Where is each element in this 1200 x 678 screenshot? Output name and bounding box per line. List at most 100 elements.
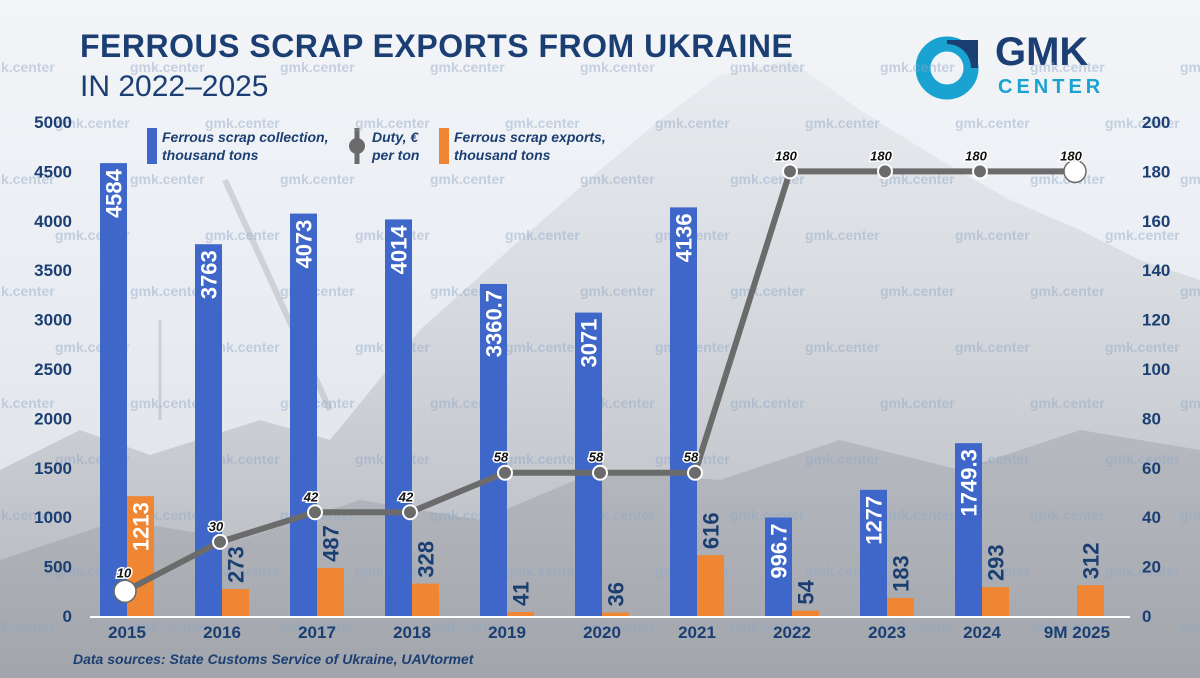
watermark-text: gmk.center xyxy=(955,115,1030,131)
duty-data-label: 10 xyxy=(117,565,132,580)
duty-data-label: 42 xyxy=(398,489,414,504)
duty-point xyxy=(592,464,608,481)
watermark-text: gmk.center xyxy=(1030,283,1105,299)
duty-data-label: 180 xyxy=(965,148,987,163)
collection-data-label: 4136 xyxy=(672,213,697,262)
watermark-text: gmk.center xyxy=(880,59,955,75)
watermark-text: gmk.center xyxy=(1180,283,1200,299)
exports-bar xyxy=(982,587,1009,616)
watermark-text: gmk.center xyxy=(0,59,55,75)
exports-data-label: 54 xyxy=(794,579,819,604)
watermark-text: gmk.center xyxy=(130,59,205,75)
watermark-text: gmk.center xyxy=(0,507,55,523)
watermark-text: gmk.center xyxy=(205,115,280,131)
collection-data-label: 1277 xyxy=(862,496,887,545)
exports-data-label: 36 xyxy=(604,582,629,606)
watermark-text: gmk.center xyxy=(580,171,655,187)
x-tick-label: 2024 xyxy=(963,623,1001,642)
logo-sub: CENTER xyxy=(998,76,1105,98)
x-tick-label: 2016 xyxy=(203,623,241,642)
collection-bar xyxy=(860,489,887,616)
collection-data-label: 1749.3 xyxy=(957,449,982,516)
collection-data-label: 3360.7 xyxy=(482,290,507,357)
collection-data-label: 3763 xyxy=(197,250,222,299)
x-tick-label: 9M 2025 xyxy=(1044,623,1110,642)
exports-data-label: 41 xyxy=(509,581,534,605)
watermark-text: gmk.center xyxy=(880,395,955,411)
watermark-text: gmk.center xyxy=(130,171,205,187)
collection-data-label: 4014 xyxy=(387,225,412,275)
watermark-text: gmk.center xyxy=(505,563,580,579)
watermark-text: gmk.center xyxy=(0,283,55,299)
duty-point xyxy=(113,579,137,604)
y-left-tick-label: 3500 xyxy=(34,261,72,280)
watermark-text: gmk.center xyxy=(205,227,280,243)
collection-bar xyxy=(575,312,602,616)
x-tick-label: 2018 xyxy=(393,623,431,642)
exports-data-label: 273 xyxy=(224,546,249,583)
watermark-text: gmk.center xyxy=(730,619,805,635)
duty-point xyxy=(687,464,703,481)
duty-point xyxy=(497,464,513,481)
exports-bar xyxy=(602,612,629,616)
watermark-text: gmk.center xyxy=(805,227,880,243)
collection-bar xyxy=(480,283,507,616)
watermark-text: gmk.center xyxy=(1030,619,1105,635)
watermark-text: gmk.center xyxy=(880,507,955,523)
collection-data-label: 4073 xyxy=(292,220,317,269)
exports-bar xyxy=(1077,585,1104,616)
y-right-tick-label: 180 xyxy=(1142,162,1170,181)
y-right-tick-label: 40 xyxy=(1142,508,1161,527)
y-right-tick-label: 120 xyxy=(1142,311,1170,330)
watermark-text: gmk.center xyxy=(0,619,55,635)
watermark-text: gmk.center xyxy=(1030,395,1105,411)
collection-bar xyxy=(955,443,982,616)
collection-bar xyxy=(100,163,127,616)
exports-bar xyxy=(222,589,249,616)
duty-point xyxy=(1063,159,1087,184)
watermark-text: gmk.center xyxy=(730,283,805,299)
collection-bar xyxy=(765,517,792,616)
legend-swatch-collection xyxy=(147,128,157,164)
watermark-text: gmk.center xyxy=(0,171,55,187)
watermark-text: gmk.center xyxy=(1180,507,1200,523)
y-right-tick-label: 140 xyxy=(1142,261,1170,280)
legend-label-duty: Duty, € per ton xyxy=(372,129,420,163)
watermark-text: gmk.center xyxy=(0,395,55,411)
exports-data-label: 616 xyxy=(699,512,724,549)
legend-label-collection: Ferrous scrap collection, thousand tons xyxy=(162,129,329,163)
collection-bar xyxy=(290,213,317,617)
exports-bar xyxy=(792,610,819,616)
watermark-text: gmk.center xyxy=(130,395,205,411)
watermark-text: gmk.center xyxy=(805,115,880,131)
watermark-text: gmk.center xyxy=(1180,395,1200,411)
watermark-text: gmk.center xyxy=(55,115,130,131)
watermark-text: gmk.center xyxy=(730,59,805,75)
watermark-text: gmk.center xyxy=(955,227,1030,243)
y-right-tick-label: 160 xyxy=(1142,212,1170,231)
x-tick-label: 2019 xyxy=(488,623,526,642)
duty-point xyxy=(402,504,418,521)
watermark-text: gmk.center xyxy=(430,619,505,635)
y-right-tick-label: 80 xyxy=(1142,409,1161,428)
duty-data-label: 30 xyxy=(209,519,224,534)
watermark-text: gmk.center xyxy=(730,395,805,411)
duty-data-label: 180 xyxy=(870,148,892,163)
watermark-text: gmk.center xyxy=(280,619,355,635)
watermark-text: gmk.center xyxy=(580,283,655,299)
watermark-text: gmk.center xyxy=(280,59,355,75)
x-tick-label: 2020 xyxy=(583,623,621,642)
watermark-text: gmk.center xyxy=(1180,619,1200,635)
x-tick-label: 2015 xyxy=(108,623,146,642)
watermark-text: gmk.center xyxy=(580,619,655,635)
watermark-text: gmk.center xyxy=(880,619,955,635)
watermark-text: gmk.center xyxy=(880,283,955,299)
x-tick-label: 2023 xyxy=(868,623,906,642)
exports-data-label: 293 xyxy=(984,544,1009,581)
watermark-text: gmk.center xyxy=(505,115,580,131)
collection-bar xyxy=(670,207,697,616)
y-right-tick-label: 0 xyxy=(1142,607,1151,626)
exports-data-label: 328 xyxy=(414,541,439,578)
